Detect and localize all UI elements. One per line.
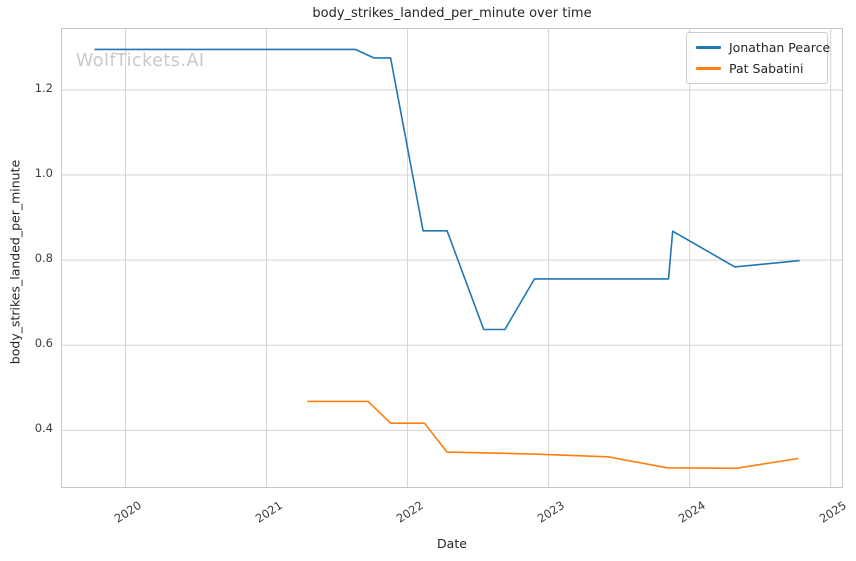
x-axis-label: Date <box>437 536 467 551</box>
x-tick-label: 2020 <box>111 498 145 526</box>
legend-label: Pat Sabatini <box>729 61 804 76</box>
line-chart <box>62 29 842 487</box>
y-tick-label: 0.4 <box>34 421 53 436</box>
y-tick-label: 0.8 <box>34 251 53 266</box>
x-tick-label: 2023 <box>535 498 568 526</box>
y-tick-label: 1.0 <box>34 165 53 180</box>
legend-item-jonathan-pearce: Jonathan Pearce <box>696 39 830 56</box>
y-tick-label: 0.6 <box>34 336 53 351</box>
legend-line-swatch-blue <box>696 46 721 49</box>
watermark: WolfTickets.AI <box>76 51 205 71</box>
legend-item-pat-sabatini: Pat Sabatini <box>696 60 818 77</box>
x-tick-label: 2022 <box>394 498 427 526</box>
series-line-jonathan-pearce <box>94 48 800 331</box>
legend-label: Jonathan Pearce <box>729 40 831 55</box>
x-tick-label: 2021 <box>252 498 286 526</box>
series-line-pat-sabatini <box>307 400 799 470</box>
legend-line-swatch-orange <box>696 67 721 70</box>
plot-area: WolfTickets.AI Jonathan Pearce Pat Sabat… <box>61 28 843 488</box>
y-tick-label: 1.2 <box>34 80 53 95</box>
x-tick-label: 2024 <box>676 498 709 526</box>
legend: Jonathan Pearce Pat Sabatini <box>686 32 830 84</box>
x-tick-label: 2025 <box>817 498 850 526</box>
chart-title: body_strikes_landed_per_minute over time <box>312 6 592 21</box>
